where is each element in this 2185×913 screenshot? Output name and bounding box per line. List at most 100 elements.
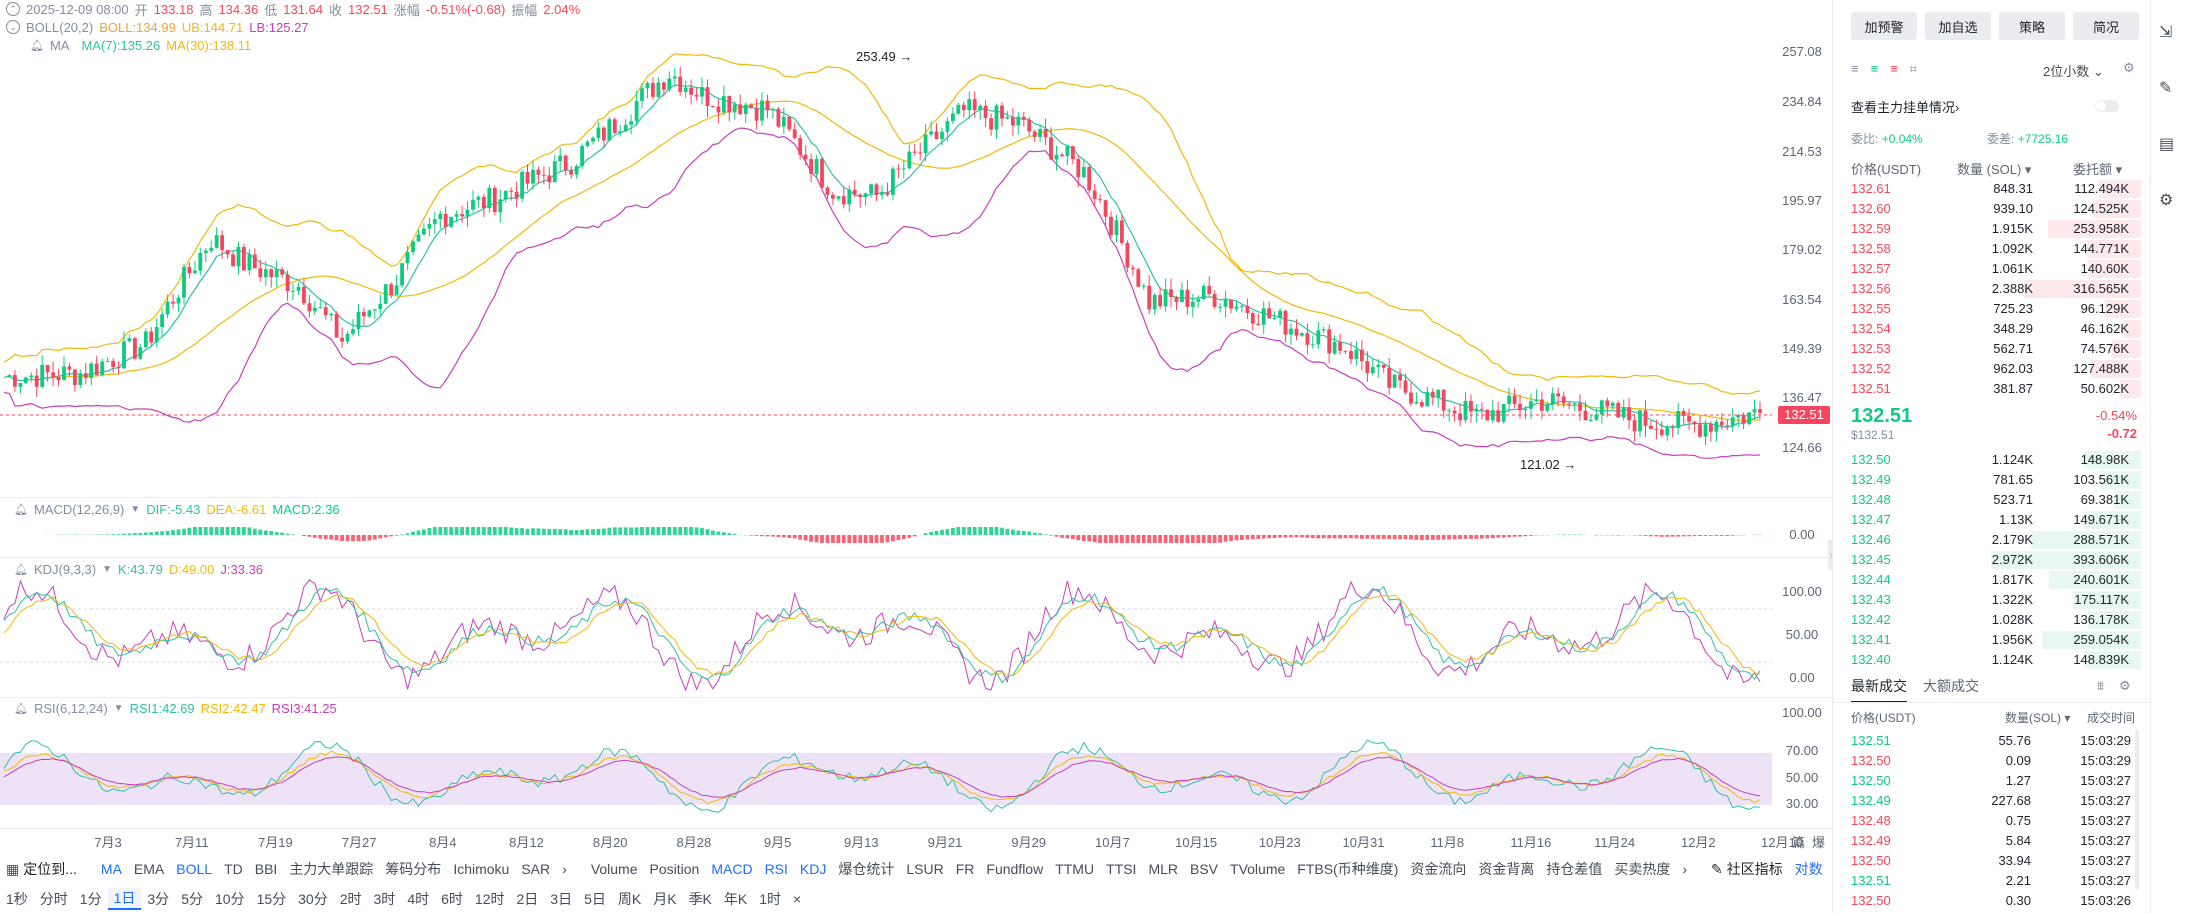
sub-fund-flow[interactable]: 资金流向 [1410, 861, 1467, 877]
add-alert-button[interactable]: 加预警 [1851, 12, 1917, 40]
interval-17[interactable]: 周K [617, 890, 642, 907]
interval-4[interactable]: 3分 [147, 890, 170, 907]
sub-heat[interactable]: 买卖热度 [1614, 861, 1671, 877]
indicator-main-order[interactable]: 主力大单跟踪 [289, 861, 374, 877]
sub-volume[interactable]: Volume [590, 861, 638, 877]
sub-ttmu[interactable]: TTMU [1055, 861, 1095, 877]
both-view-icon[interactable]: ≡ [1851, 61, 1859, 76]
gear-icon[interactable]: ⚙ [2123, 60, 2135, 75]
chart-icon[interactable]: ▤ [2159, 136, 2175, 153]
sub-position[interactable]: Position [649, 861, 700, 877]
add-favorite-button[interactable]: 加自选 [1925, 12, 1991, 40]
interval-12[interactable]: 6时 [441, 890, 463, 907]
asks-row[interactable]: 132.57 1.061K 140.60K [1833, 259, 2151, 279]
bell-icon[interactable]: 🔔︎ [14, 702, 28, 715]
asks-row[interactable]: 132.61 848.31 112.494K [1833, 179, 2151, 199]
filter-icon[interactable]: ⩩ [2097, 678, 2104, 693]
overview-button[interactable]: 简况 [2073, 12, 2139, 40]
more-chevron[interactable]: › [1682, 861, 1688, 877]
sub-rsi[interactable]: RSI [764, 861, 788, 877]
sub-fund-divergence[interactable]: 资金背离 [1478, 861, 1535, 877]
interval-14[interactable]: 2日 [516, 890, 539, 907]
asks-row[interactable]: 132.56 2.388K 316.565K [1833, 279, 2151, 299]
bids-row[interactable]: 132.49 781.65 103.561K [1833, 470, 2151, 490]
trade-header-qty[interactable]: 数量(SOL) ▾ [2005, 711, 2071, 725]
bell-icon[interactable]: 🔔︎ [14, 503, 28, 516]
bids-row[interactable]: 132.46 2.179K 288.571K [1833, 530, 2151, 550]
tab-large-trades[interactable]: 大额成交 [1923, 678, 1979, 694]
kdj-name[interactable]: KDJ(9,3,3) [33, 561, 97, 577]
bid-view-icon[interactable]: ≡ [1870, 61, 1879, 76]
asks-row[interactable]: 132.55 725.23 96.129K [1833, 299, 2151, 319]
bids-row[interactable]: 132.40 1.124K 148.839K [1833, 650, 2151, 670]
interval-6[interactable]: 10分 [214, 890, 245, 907]
precision-select[interactable]: 2位小数 ⌄ [2043, 61, 2104, 80]
interval-21[interactable]: 1时 [759, 890, 782, 907]
interval-0[interactable]: 1秒 [6, 890, 28, 907]
indicator-ma[interactable]: MA [100, 861, 122, 877]
sub-bsv[interactable]: BSV [1190, 861, 1219, 877]
boll-name[interactable]: BOLL(20,2) [26, 19, 94, 35]
settings-icon[interactable]: ⚙ [2119, 678, 2131, 693]
locate-button[interactable]: ▦ 定位到... [0, 859, 83, 879]
header-qty[interactable]: 数量 (SOL) ▾ [1957, 162, 2032, 177]
dropdown-icon[interactable]: ▼ [102, 563, 113, 575]
interval-20[interactable]: 年K [723, 890, 748, 907]
asks-row[interactable]: 132.51 381.87 50.602K [1833, 379, 2151, 399]
rsi-name[interactable]: RSI(6,12,24) [33, 700, 108, 716]
sub-macd[interactable]: MACD [711, 861, 753, 877]
indicator-boll[interactable]: BOLL [176, 861, 213, 877]
collapse-icon[interactable]: ⌃ [6, 2, 20, 16]
asks-row[interactable]: 132.60 939.10 124.525K [1833, 199, 2151, 219]
interval-15[interactable]: 3日 [550, 890, 573, 907]
indicator-ichimoku[interactable]: Ichimoku [453, 861, 510, 877]
bids-row[interactable]: 132.42 1.028K 136.178K [1833, 610, 2151, 630]
interval-2[interactable]: 1分 [79, 890, 102, 907]
scrollbar[interactable] [2135, 730, 2139, 890]
dropdown-icon[interactable]: ▼ [113, 702, 124, 714]
kline-chart[interactable]: ⌃ 2025-12-09 08:00 开 133.18 高 134.36 低 131.… [0, 0, 1836, 850]
main-orders-link[interactable]: 查看主力挂单情况› [1851, 97, 1959, 116]
ask-view-icon[interactable]: ≡ [1890, 61, 1898, 76]
sub-mlr[interactable]: MLR [1148, 861, 1178, 877]
interval-18[interactable]: 月K [653, 890, 677, 907]
interval-11[interactable]: 4时 [407, 890, 430, 907]
interval-16[interactable]: 5日 [584, 890, 606, 907]
main-orders-toggle[interactable] [2095, 100, 2119, 112]
interval-13[interactable]: 12时 [474, 890, 505, 907]
header-total[interactable]: 委托额 ▾ [2073, 162, 2123, 177]
indicator-sar[interactable]: SAR [521, 861, 551, 877]
bids-row[interactable]: 132.47 1.13K 149.671K [1833, 510, 2151, 530]
bids-row[interactable]: 132.43 1.322K 175.117K [1833, 590, 2151, 610]
interval-7[interactable]: 15分 [256, 890, 287, 907]
sub-lsur[interactable]: LSUR [906, 861, 944, 877]
indicator-bbi[interactable]: BBI [254, 861, 278, 877]
asks-row[interactable]: 132.52 962.03 127.488K [1833, 359, 2151, 379]
sub-liquidation[interactable]: 爆仓统计 [838, 861, 895, 877]
interval-10[interactable]: 3时 [373, 890, 396, 907]
settings-icon[interactable]: ⚙ [2159, 192, 2174, 209]
dropdown-icon[interactable]: ▼ [130, 503, 141, 515]
community-indicator-button[interactable]: ✎ 社区指标 [1705, 859, 1789, 879]
more-chevron[interactable]: › [562, 861, 567, 877]
asks-row[interactable]: 132.53 562.71 74.576K [1833, 339, 2151, 359]
asks-row[interactable]: 132.54 348.29 46.162K [1833, 319, 2151, 339]
sub-ttsi[interactable]: TTSI [1106, 861, 1137, 877]
chart-canvas[interactable] [0, 0, 1772, 850]
sub-fr[interactable]: FR [955, 861, 975, 877]
asks-row[interactable]: 132.59 1.915K 253.958K [1833, 219, 2151, 239]
draw-tool-icon[interactable]: ✎ [2159, 80, 2173, 97]
macd-name[interactable]: MACD(12,26,9) [33, 501, 125, 517]
indicator-ema[interactable]: EMA [133, 861, 165, 877]
bids-row[interactable]: 132.45 2.972K 393.606K [1833, 550, 2151, 570]
interval-9[interactable]: 2时 [339, 890, 362, 907]
strategy-button[interactable]: 策略 [1999, 12, 2065, 40]
depth-chart-icon[interactable]: ⌗ [1909, 61, 1918, 76]
collapse-icon[interactable]: ⌄ [6, 20, 20, 34]
bids-row[interactable]: 132.41 1.956K 259.054K [1833, 630, 2151, 650]
bids-row[interactable]: 132.44 1.817K 240.601K [1833, 570, 2151, 590]
log-scale-toggle[interactable]: 对数 [1794, 861, 1823, 877]
sub-kdj[interactable]: KDJ [799, 861, 827, 877]
tab-latest-trades[interactable]: 最新成交 [1851, 676, 1907, 703]
bell-icon[interactable]: 🔔︎ [14, 563, 28, 576]
